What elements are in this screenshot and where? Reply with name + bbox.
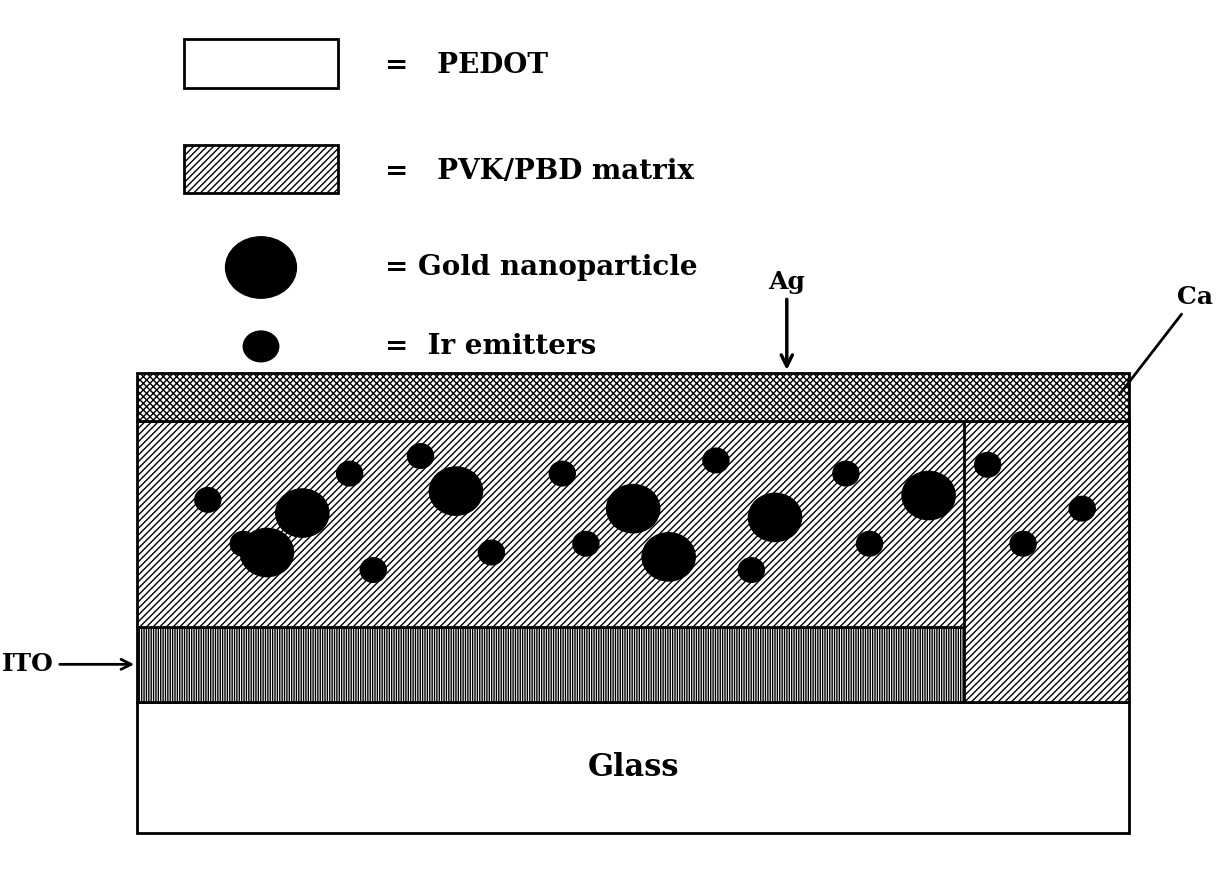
Bar (137, 373, 1130, 421)
Ellipse shape (738, 558, 764, 582)
Text: ITO: ITO (2, 652, 131, 676)
Bar (137, 421, 1130, 627)
Text: = Gold nanoparticle: = Gold nanoparticle (386, 254, 698, 281)
Ellipse shape (748, 493, 802, 541)
Ellipse shape (337, 461, 362, 486)
Bar (965, 421, 1130, 702)
Ellipse shape (832, 461, 859, 486)
Ellipse shape (550, 461, 575, 486)
Ellipse shape (360, 558, 387, 582)
Text: =  Ir emitters: = Ir emitters (386, 333, 596, 360)
Ellipse shape (275, 489, 329, 537)
Bar (184, 145, 338, 193)
Ellipse shape (195, 488, 220, 512)
Bar (137, 702, 1130, 833)
Text: Glass: Glass (588, 752, 679, 783)
Ellipse shape (230, 531, 256, 556)
Ellipse shape (703, 448, 730, 473)
Bar (137, 627, 965, 702)
Ellipse shape (430, 467, 482, 516)
Text: Ag: Ag (769, 270, 805, 366)
Ellipse shape (902, 472, 955, 519)
Ellipse shape (1070, 496, 1095, 521)
Text: Ca: Ca (1120, 285, 1213, 395)
Ellipse shape (244, 331, 279, 361)
Ellipse shape (408, 444, 433, 468)
Text: =   PEDOT: = PEDOT (386, 53, 548, 79)
Ellipse shape (479, 540, 504, 565)
Ellipse shape (1010, 531, 1037, 556)
Ellipse shape (225, 237, 296, 298)
Text: =   PVK/PBD matrix: = PVK/PBD matrix (386, 158, 694, 184)
Bar (184, 39, 338, 88)
Ellipse shape (240, 528, 294, 577)
Ellipse shape (857, 531, 883, 556)
Ellipse shape (643, 532, 695, 581)
Ellipse shape (573, 531, 599, 556)
Ellipse shape (607, 484, 660, 533)
Ellipse shape (974, 453, 1001, 477)
